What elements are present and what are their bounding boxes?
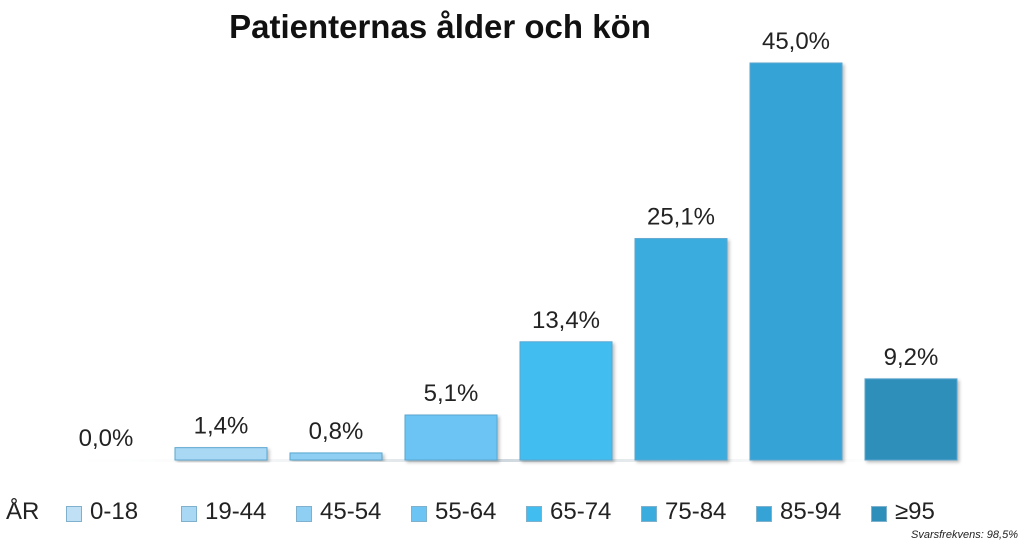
legend-label: 19-44	[205, 498, 267, 525]
bar-45-54	[289, 452, 383, 461]
chart-baseline	[40, 459, 970, 462]
legend-label: ≥95	[895, 498, 935, 525]
bar-value-label: 13,4%	[532, 307, 600, 334]
chart-title: Patienternas ålder och kön	[229, 8, 651, 45]
legend-label: 45-54	[320, 498, 382, 525]
bar-value-label: 0,8%	[309, 418, 364, 445]
legend-label: 0-18	[90, 498, 139, 525]
legend-swatch	[181, 506, 197, 522]
legend-swatch	[526, 506, 542, 522]
legend-label: 75-84	[665, 498, 727, 525]
legend-label: 65-74	[550, 498, 612, 525]
bar-value-label: 45,0%	[762, 28, 830, 55]
bar-value-label: 0,0%	[79, 425, 134, 452]
legend: ÅR 0-18 19-44 45-54 55-64 65-74 75-84 85-94 ≥95	[0, 492, 1024, 532]
legend-swatch	[641, 506, 657, 522]
bar-75-84	[634, 238, 728, 461]
bar-85-94	[749, 62, 843, 461]
bar-value-label: 1,4%	[194, 413, 249, 440]
bar-≥95	[864, 378, 958, 461]
bar-65-74	[519, 341, 613, 461]
legend-label: 85-94	[780, 498, 842, 525]
legend-swatch	[756, 506, 772, 522]
legend-swatch	[871, 506, 887, 522]
bar-value-label: 9,2%	[884, 344, 939, 371]
legend-label: 55-64	[435, 498, 497, 525]
bar-value-label: 5,1%	[424, 380, 479, 407]
bar-55-64	[404, 414, 498, 461]
legend-swatch	[411, 506, 427, 522]
bar-19-44	[174, 447, 268, 461]
legend-swatch	[66, 506, 82, 522]
response-rate-note: Svarsfrekvens: 98,5%	[911, 529, 1018, 541]
legend-swatch	[296, 506, 312, 522]
legend-title: ÅR	[6, 498, 40, 525]
bar-value-label: 25,1%	[647, 204, 715, 231]
bar-chart: 0,0% 1,4% 0,8% 5,1% 13,4% 25,1% 45,0% 9,2%	[40, 28, 970, 462]
